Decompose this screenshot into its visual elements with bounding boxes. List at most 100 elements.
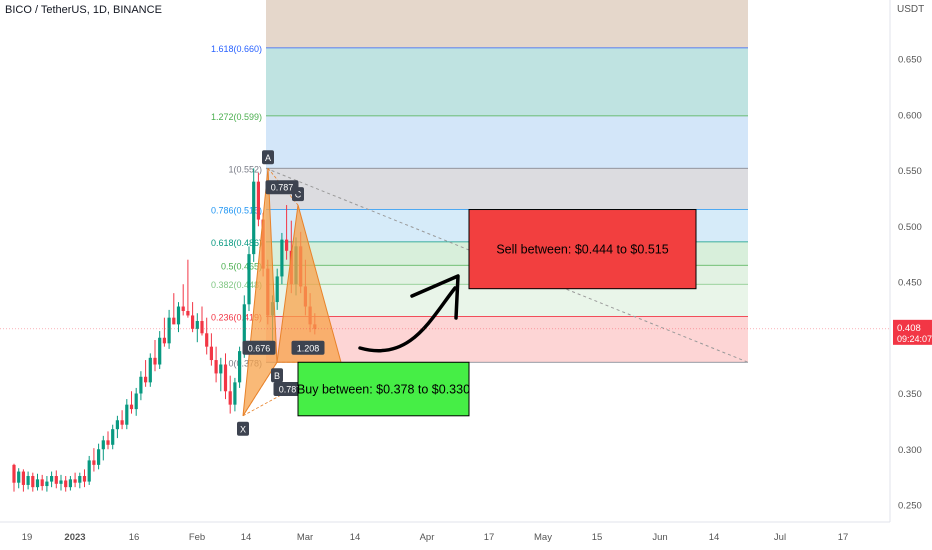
pattern-ratio-line: [267, 168, 299, 206]
candle-body: [223, 364, 228, 392]
candle-body: [73, 479, 77, 483]
pattern-point-x: X: [240, 424, 246, 434]
time-tick-label: 14: [241, 532, 252, 543]
price-unit-label: USDT: [897, 4, 925, 15]
candle-body: [167, 317, 171, 344]
candle-body: [40, 479, 44, 487]
buy-zone-box: [297, 361, 470, 417]
candle-body: [252, 181, 256, 255]
price-tick-label: 0.450: [898, 278, 922, 289]
fib-label-0.5: 0.5(0.465): [221, 261, 262, 271]
candle-body: [35, 479, 40, 488]
candle-body: [195, 321, 199, 329]
candle-body: [125, 404, 129, 425]
time-tick-label: 14: [350, 532, 361, 543]
candle-body: [97, 449, 101, 465]
pattern-point-a-badge: [262, 150, 274, 165]
time-tick-label: Mar: [297, 532, 313, 543]
time-tick-label: 16: [129, 532, 140, 543]
fib-label-0.618: 0.618(0.486): [211, 238, 262, 248]
price-tick-label: 0.300: [898, 445, 922, 456]
pattern-point-b-badge: [271, 368, 283, 383]
candle-body: [92, 460, 96, 465]
fib-zone-fills: [266, 0, 748, 363]
candle-body: [106, 440, 110, 445]
time-tick-label: May: [534, 532, 552, 543]
current-price-value: 0.408: [897, 323, 921, 334]
candle-body: [242, 304, 246, 352]
time-tick-label: 19: [22, 532, 33, 543]
time-tick-label: Feb: [189, 532, 205, 543]
time-tick-label: 15: [592, 532, 603, 543]
price-tick-label: 0.250: [898, 501, 922, 512]
candle-body: [200, 321, 204, 334]
candle-body: [181, 306, 185, 311]
candle-body: [172, 317, 176, 325]
candle-body: [50, 476, 54, 482]
price-axis: 0.6500.6000.5500.5000.4500.4000.3500.300…: [889, 0, 922, 522]
sell-zone-box: [468, 209, 697, 290]
candle-body: [59, 480, 63, 484]
time-axis: 19 2023 16 Feb 14 Mar 14 Apr 17 May 15 Jun 14 Jul 17: [0, 521, 890, 543]
candle-body: [205, 333, 209, 347]
price-tick-label: 0.650: [898, 55, 922, 66]
candle-body: [256, 181, 260, 220]
time-tick-label: 14: [709, 532, 720, 543]
candle-body: [101, 440, 105, 450]
candle-body: [228, 391, 232, 405]
current-price-badge: [893, 319, 932, 345]
candle-body: [54, 476, 58, 484]
fib-label-0.382: 0.382(0.448): [211, 280, 262, 290]
candle-body: [238, 351, 242, 383]
time-tick-label: 2023: [64, 532, 85, 543]
candle-body: [144, 376, 148, 383]
candle-body: [139, 376, 143, 394]
projection-arrow: [358, 286, 457, 353]
price-tick-label: 0.350: [898, 389, 922, 400]
time-tick-label: 17: [838, 532, 849, 543]
fib-label-0.786: 0.786(0.515): [211, 206, 262, 216]
candle-body: [134, 393, 138, 410]
fib-level-labels: 1.618(0.660) 1.272(0.599) 1(0.552) 0.786(0.…: [211, 44, 262, 368]
fib-label-1.272: 1.272(0.599): [211, 112, 262, 122]
candle-body: [148, 357, 152, 383]
buy-zone-label: Buy between: $0.378 to $0.330: [297, 383, 470, 397]
fib-fill-top: [266, 0, 748, 48]
fib-fill-1.618: [266, 47, 748, 116]
candle-body: [275, 276, 279, 303]
candle-body: [78, 476, 82, 483]
sell-zone-label: Sell between: $0.444 to $0.515: [496, 243, 668, 257]
trade-zones: Buy between: $0.378 to $0.330 Sell betwee…: [297, 209, 697, 417]
fib-label-1: 1(0.552): [228, 164, 262, 174]
candle-body: [209, 346, 213, 361]
fib-label-0.236: 0.236(0.419): [211, 313, 262, 323]
fib-label-0: 0(0.378): [228, 358, 262, 368]
pattern-point-a: A: [265, 153, 271, 163]
candle-body: [233, 382, 237, 405]
candle-body: [162, 337, 166, 344]
pattern-ratio-label: 0.676: [248, 343, 271, 353]
pattern-ratio-label: 0.787: [271, 183, 294, 193]
candle-body: [285, 239, 289, 251]
candle-body: [186, 310, 190, 316]
pattern-ratio-badge: [242, 340, 276, 355]
chart-title: BICO / TetherUS, 1D, BINANCE: [5, 4, 162, 16]
time-tick-label: Jun: [652, 532, 667, 543]
fib-fill-1: [266, 168, 748, 210]
time-tick-label: 17: [484, 532, 495, 543]
fib-label-1.618: 1.618(0.660): [211, 44, 262, 54]
fib-fill-1.272: [266, 115, 748, 169]
fib-fill-0.236: [266, 316, 748, 363]
candle-body: [111, 429, 115, 445]
price-tick-label: 0.550: [898, 166, 922, 177]
candle-body: [219, 364, 223, 374]
candle-body: [158, 337, 162, 365]
candle-body: [214, 360, 218, 374]
price-tick-label: 0.600: [898, 110, 922, 121]
candle-body: [31, 476, 35, 488]
candle-body: [87, 460, 91, 482]
current-price-countdown: 09:24:07: [897, 334, 932, 344]
pattern-ratio-label: 0.787: [279, 385, 302, 395]
